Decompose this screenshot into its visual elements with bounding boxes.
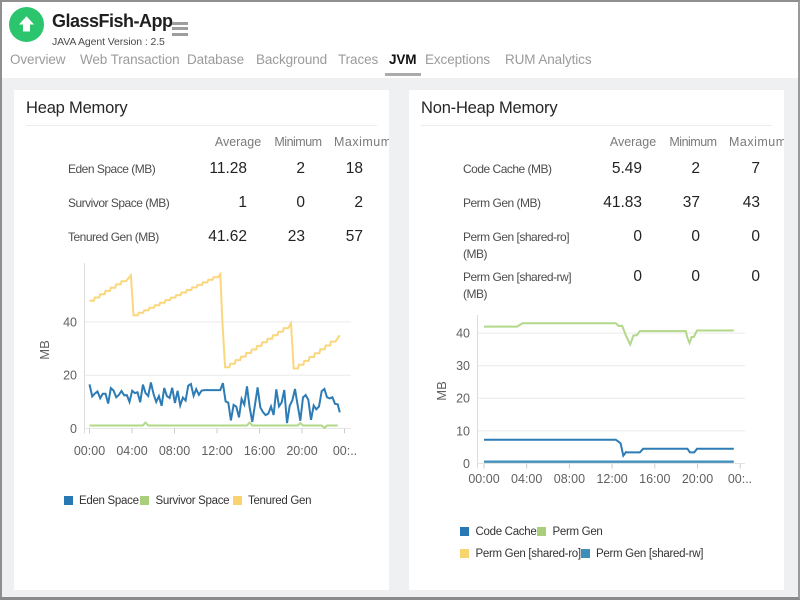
svg-text:0: 0 <box>463 457 470 471</box>
svg-text:10: 10 <box>456 424 470 438</box>
svg-text:00:00: 00:00 <box>74 444 105 458</box>
svg-text:08:00: 08:00 <box>159 444 190 458</box>
svg-text:MB: MB <box>37 340 52 360</box>
svg-text:30: 30 <box>456 359 470 373</box>
svg-text:40: 40 <box>456 327 470 341</box>
svg-text:00:..: 00:.. <box>333 444 357 458</box>
svg-text:04:00: 04:00 <box>116 444 147 458</box>
svg-text:40: 40 <box>63 315 77 329</box>
svg-text:20:00: 20:00 <box>286 444 317 458</box>
svg-text:20: 20 <box>456 392 470 406</box>
svg-text:20: 20 <box>63 369 77 383</box>
svg-text:16:00: 16:00 <box>639 472 670 486</box>
svg-text:12:00: 12:00 <box>201 444 232 458</box>
svg-text:MB: MB <box>434 381 449 401</box>
svg-text:12:00: 12:00 <box>596 472 627 486</box>
svg-text:08:00: 08:00 <box>554 472 585 486</box>
svg-text:04:00: 04:00 <box>511 472 542 486</box>
svg-text:16:00: 16:00 <box>244 444 275 458</box>
svg-text:0: 0 <box>70 422 77 436</box>
svg-text:20:00: 20:00 <box>682 472 713 486</box>
svg-text:00:..: 00:.. <box>728 472 752 486</box>
svg-text:00:00: 00:00 <box>468 472 499 486</box>
